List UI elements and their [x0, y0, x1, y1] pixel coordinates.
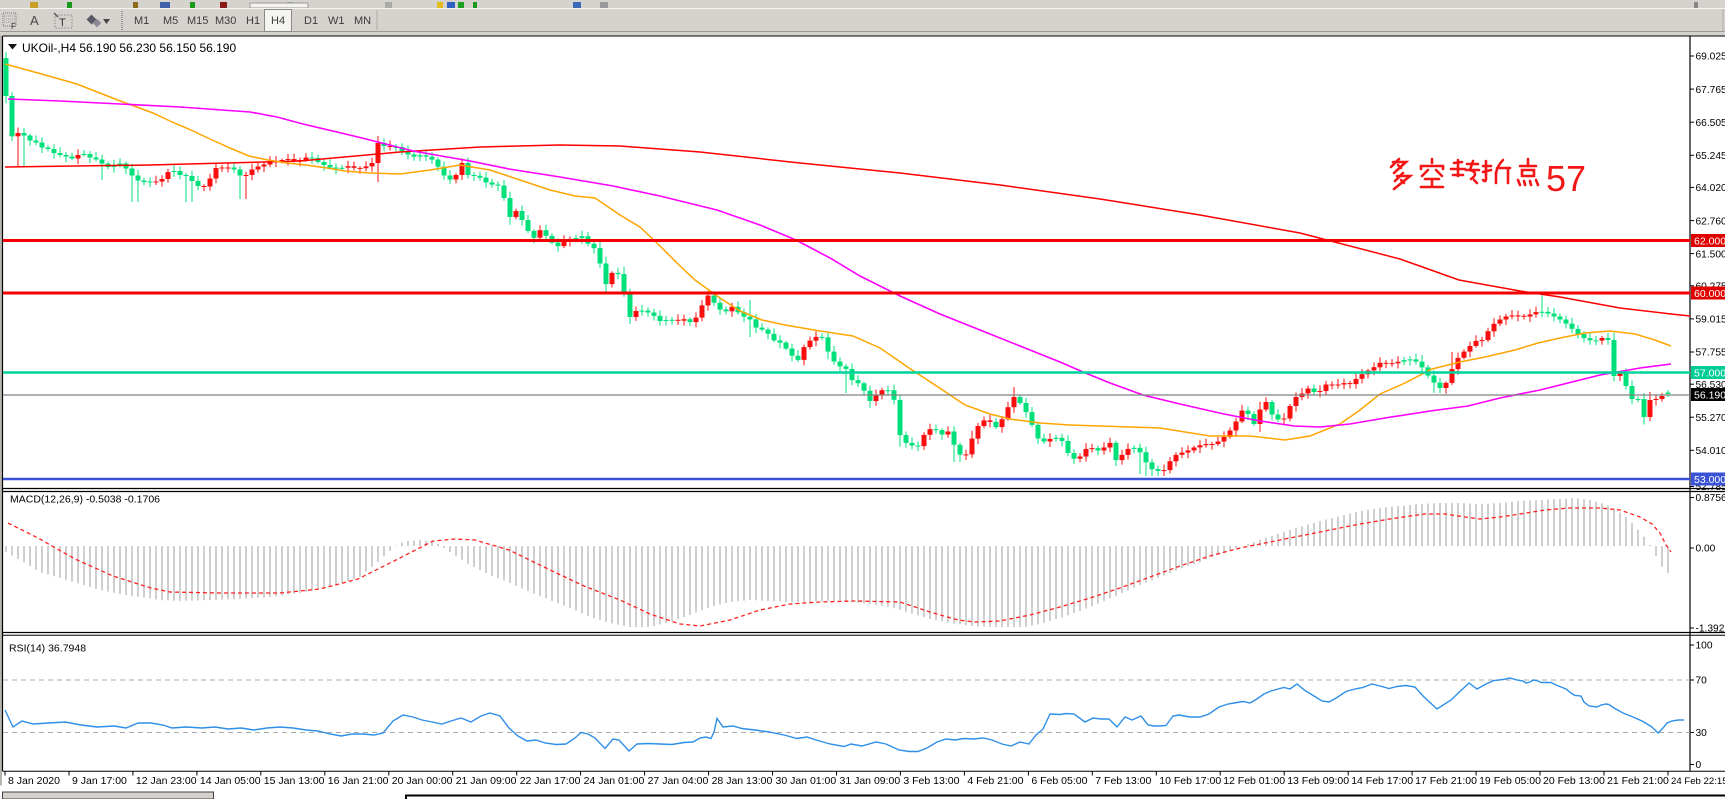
svg-text:H1: H1: [246, 15, 260, 27]
svg-text:T: T: [59, 17, 66, 29]
svg-text:100: 100: [1696, 641, 1713, 652]
svg-text:57: 57: [1546, 158, 1586, 199]
svg-text:60.000: 60.000: [1694, 288, 1725, 300]
svg-text:15 Jan 13:00: 15 Jan 13:00: [264, 775, 325, 787]
svg-text:RSI(14) 36.7948: RSI(14) 36.7948: [9, 643, 86, 655]
svg-text:21 Feb 21:00: 21 Feb 21:00: [1607, 775, 1669, 787]
svg-text:-1.3923: -1.3923: [1696, 624, 1725, 635]
svg-text:D1: D1: [304, 15, 318, 27]
svg-text:64.020: 64.020: [1696, 183, 1725, 194]
svg-text:MN: MN: [354, 15, 371, 27]
svg-text:20 Feb 13:00: 20 Feb 13:00: [1543, 775, 1605, 787]
svg-text:16 Jan 21:00: 16 Jan 21:00: [328, 775, 389, 787]
svg-text:54.010: 54.010: [1696, 446, 1725, 457]
svg-text:0: 0: [1696, 760, 1702, 771]
svg-text:7 Feb 13:00: 7 Feb 13:00: [1095, 775, 1151, 787]
svg-text:28 Jan 13:00: 28 Jan 13:00: [712, 775, 773, 787]
svg-text:0.00: 0.00: [1696, 544, 1716, 555]
svg-text:12 Feb 01:00: 12 Feb 01:00: [1223, 775, 1285, 787]
svg-text:57.000: 57.000: [1694, 367, 1725, 379]
svg-text:3 Feb 13:00: 3 Feb 13:00: [903, 775, 959, 787]
svg-text:69.025: 69.025: [1696, 52, 1725, 63]
svg-text:59.015: 59.015: [1696, 315, 1725, 326]
svg-text:21 Jan 09:00: 21 Jan 09:00: [456, 775, 517, 787]
svg-text:67.765: 67.765: [1696, 85, 1725, 96]
svg-text:70: 70: [1696, 676, 1708, 687]
svg-text:62.000: 62.000: [1694, 235, 1725, 247]
svg-text:53.000: 53.000: [1694, 474, 1725, 486]
svg-text:14 Jan 05:00: 14 Jan 05:00: [200, 775, 261, 787]
svg-text:4 Feb 21:00: 4 Feb 21:00: [967, 775, 1023, 787]
svg-text:30 Jan 01:00: 30 Jan 01:00: [776, 775, 837, 787]
svg-text:13 Feb 09:00: 13 Feb 09:00: [1287, 775, 1349, 787]
svg-text:27 Jan 04:00: 27 Jan 04:00: [648, 775, 709, 787]
svg-text:UKOil-,H4 56.190 56.230 56.15: UKOil-,H4 56.190 56.230 56.150 56.190: [22, 41, 236, 55]
svg-text:10 Feb 17:00: 10 Feb 17:00: [1159, 775, 1221, 787]
svg-text:65.245: 65.245: [1696, 151, 1725, 162]
svg-text:22 Jan 17:00: 22 Jan 17:00: [520, 775, 581, 787]
svg-text:14 Feb 17:00: 14 Feb 17:00: [1351, 775, 1413, 787]
svg-text:19 Feb 05:00: 19 Feb 05:00: [1479, 775, 1541, 787]
svg-text:0.8756: 0.8756: [1696, 493, 1725, 504]
svg-text:9 Jan 17:00: 9 Jan 17:00: [72, 775, 127, 787]
svg-text:M5: M5: [163, 15, 178, 27]
svg-text:31 Jan 09:00: 31 Jan 09:00: [840, 775, 901, 787]
svg-text:52.785: 52.785: [1696, 482, 1725, 493]
svg-text:W1: W1: [328, 15, 345, 27]
svg-text:61.500: 61.500: [1696, 249, 1725, 260]
svg-text:A: A: [30, 13, 39, 28]
svg-text:M1: M1: [134, 15, 149, 27]
svg-text:8 Jan 2020: 8 Jan 2020: [8, 775, 60, 787]
svg-text:12 Jan 23:00: 12 Jan 23:00: [136, 775, 197, 787]
svg-text:56.530: 56.530: [1696, 380, 1725, 391]
svg-text:55.270: 55.270: [1696, 413, 1725, 424]
svg-text:24 Jan 01:00: 24 Jan 01:00: [584, 775, 645, 787]
svg-text:6 Feb 05:00: 6 Feb 05:00: [1031, 775, 1087, 787]
svg-text:62.760: 62.760: [1696, 216, 1725, 227]
svg-text:MACD(12,26,9) -0.5038 -0.1706: MACD(12,26,9) -0.5038 -0.1706: [10, 494, 160, 506]
svg-text:66.505: 66.505: [1696, 118, 1725, 129]
svg-text:M30: M30: [215, 15, 236, 27]
svg-text:H4: H4: [271, 15, 285, 27]
svg-text:17 Feb 21:00: 17 Feb 21:00: [1415, 775, 1477, 787]
svg-text:57.755: 57.755: [1696, 348, 1725, 359]
svg-text:24 Feb 22:15: 24 Feb 22:15: [1671, 776, 1725, 787]
svg-text:30: 30: [1696, 728, 1708, 739]
svg-text:M15: M15: [187, 15, 208, 27]
svg-text:F: F: [11, 22, 16, 31]
svg-text:20 Jan 00:00: 20 Jan 00:00: [392, 775, 453, 787]
svg-text:56.190: 56.190: [1694, 389, 1725, 401]
